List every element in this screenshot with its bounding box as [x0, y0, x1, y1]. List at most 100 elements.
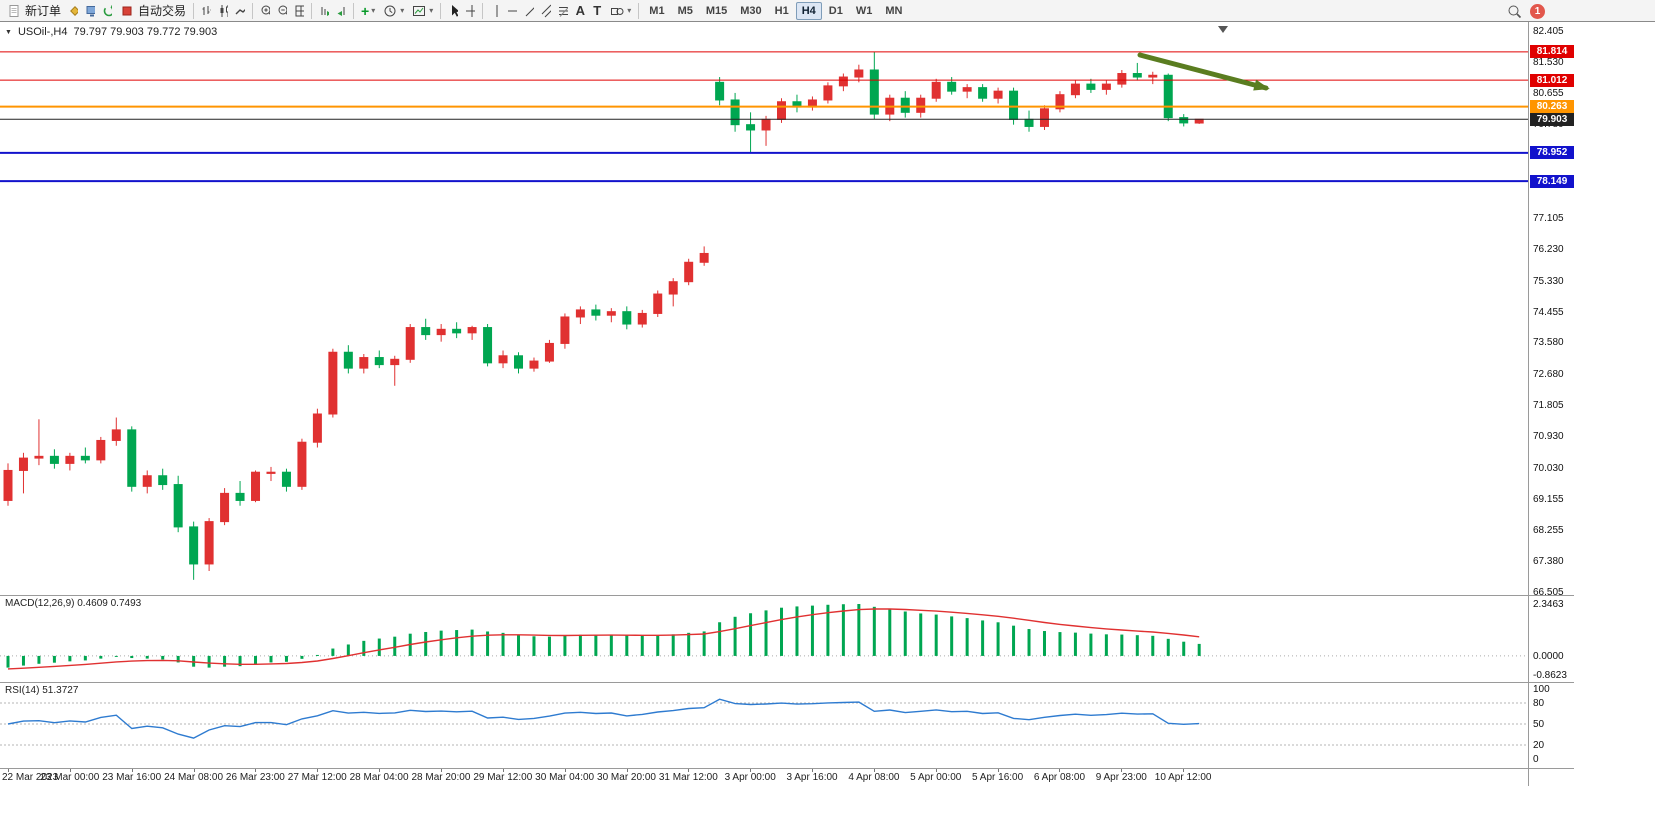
- toolbar-separator: [353, 2, 355, 19]
- candle-body: [251, 471, 261, 501]
- timeframe-m30[interactable]: M30: [740, 4, 762, 17]
- macd-histogram-bar: [331, 648, 335, 656]
- tile-windows-icon[interactable]: [291, 3, 307, 19]
- candlestick-icon[interactable]: [215, 3, 231, 19]
- macd-histogram-bar: [284, 655, 288, 662]
- candle-body: [498, 355, 508, 364]
- shapes-icon: [609, 3, 625, 19]
- periods-button[interactable]: ▾: [379, 1, 407, 21]
- timeframe-m5[interactable]: M5: [677, 4, 693, 17]
- candle-body: [483, 327, 493, 364]
- panel-separator[interactable]: [0, 682, 1574, 683]
- level-price-label: 81.814: [1530, 45, 1574, 59]
- diamond-icon[interactable]: [65, 3, 81, 19]
- macd-histogram-bar: [315, 654, 319, 656]
- macd-histogram-bar: [656, 635, 660, 656]
- macd-indicator-panel[interactable]: MACD(12,26,9) 0.4609 0.7493: [0, 596, 1528, 682]
- macd-histogram-bar: [872, 606, 876, 656]
- time-axis-label: 30 Mar 04:00: [535, 772, 595, 783]
- price-axis-label: 74.455: [1533, 306, 1564, 318]
- chevron-down-icon: ▾: [429, 6, 434, 15]
- ohlc-collapse-icon[interactable]: ▼: [5, 28, 12, 36]
- periods-icon: [382, 3, 398, 19]
- notification-badge[interactable]: 1: [1530, 3, 1545, 19]
- timeframe-d1[interactable]: D1: [828, 4, 843, 17]
- time-axis-label: 30 Mar 20:00: [597, 772, 656, 783]
- fibonacci-icon[interactable]: [555, 3, 571, 19]
- trendline-icon[interactable]: [521, 3, 537, 19]
- time-axis-tick: [626, 768, 628, 772]
- macd-histogram-bar: [640, 635, 644, 656]
- panel-separator[interactable]: [0, 595, 1574, 596]
- macd-histogram-bar: [594, 634, 598, 656]
- macd-histogram-bar: [1089, 633, 1093, 656]
- cursor-icon[interactable]: [445, 3, 461, 19]
- candle-body: [235, 492, 245, 501]
- macd-histogram-bar: [439, 630, 443, 656]
- auto-scroll-icon[interactable]: [316, 3, 332, 19]
- candle-body: [328, 351, 338, 415]
- candle-body: [838, 76, 848, 87]
- macd-histogram-bar: [1104, 634, 1108, 656]
- vertical-line-icon[interactable]: [487, 3, 503, 19]
- horizontal-line-icon[interactable]: [504, 3, 520, 19]
- label-icon[interactable]: T: [593, 3, 602, 18]
- price-chart-panel[interactable]: ▼ USOil-,H4 79.797 79.903 79.772 79.903: [0, 22, 1528, 595]
- bar-chart-icon[interactable]: [198, 3, 214, 19]
- monitor-icon[interactable]: [82, 3, 98, 19]
- text-icon[interactable]: A: [575, 3, 585, 18]
- timeframe-mn[interactable]: MN: [885, 4, 903, 17]
- timeframe-m1[interactable]: M1: [649, 4, 665, 17]
- auto-trading-button[interactable]: 自动交易: [116, 1, 189, 21]
- candle-body: [1132, 73, 1142, 78]
- chart-shift-icon[interactable]: [333, 3, 349, 19]
- search-icon[interactable]: [1506, 3, 1522, 19]
- price-axis-label: 77.105: [1533, 213, 1564, 224]
- templates-button[interactable]: ▾: [408, 1, 436, 21]
- macd-histogram-bar: [1058, 632, 1062, 656]
- candle-body: [947, 81, 957, 92]
- zoom-in-icon[interactable]: [257, 3, 273, 19]
- time-axis-tick: [8, 768, 9, 772]
- macd-histogram-bar: [826, 604, 830, 656]
- price-axis-label: 80.655: [1533, 87, 1564, 99]
- price-scale[interactable]: 82.40581.53080.65579.78078.90578.03077.1…: [1528, 22, 1574, 786]
- macd-histogram-bar: [1197, 643, 1201, 656]
- line-chart-icon[interactable]: [232, 3, 248, 19]
- candle-body: [1117, 73, 1127, 85]
- sync-icon[interactable]: [99, 3, 115, 19]
- candle-body: [189, 526, 199, 565]
- candle-body: [699, 252, 709, 263]
- timeframe-h1[interactable]: H1: [774, 4, 789, 17]
- macd-histogram-bar: [207, 655, 211, 668]
- timeframe-m15[interactable]: M15: [705, 4, 728, 17]
- candle-body: [343, 351, 353, 369]
- rsi-indicator-panel[interactable]: RSI(14) 51.3727: [0, 683, 1528, 768]
- trend-arrow[interactable]: [1137, 52, 1269, 91]
- channel-icon[interactable]: [538, 3, 554, 19]
- candle-body: [962, 87, 972, 92]
- candle-body: [421, 327, 431, 336]
- time-axis[interactable]: 22 Mar 2023 23 Mar 00:00 23 Mar 16:00 24 Ma…: [0, 768, 1528, 786]
- new-order-button[interactable]: 新订单: [3, 1, 64, 21]
- macd-signal-line: [7, 608, 1200, 670]
- candle-body: [591, 309, 601, 316]
- macd-histogram-bar: [1120, 634, 1124, 656]
- chart-header: ▼ USOil-,H4 79.797 79.903 79.772 79.903: [5, 26, 217, 38]
- indicators-button[interactable]: + ▾: [358, 1, 378, 21]
- candle-body: [993, 90, 1003, 99]
- macd-histogram-bar: [1012, 625, 1016, 656]
- crosshair-icon[interactable]: [462, 3, 478, 19]
- price-axis-label: 72.680: [1533, 369, 1564, 381]
- timeframe-w1[interactable]: W1: [855, 4, 873, 17]
- chevron-down-icon: ▾: [371, 6, 376, 15]
- timeframe-h4[interactable]: H4: [795, 1, 822, 20]
- toolbar: 新订单 自动交易 + ▾: [0, 0, 1655, 22]
- current-price-label: 79.903: [1530, 112, 1574, 126]
- macd-histogram-bar: [223, 655, 227, 667]
- new-order-label: 新订单: [25, 4, 62, 18]
- zoom-out-icon[interactable]: [274, 3, 290, 19]
- candle-body: [359, 357, 369, 369]
- indicators-icon: +: [361, 2, 370, 19]
- shapes-button[interactable]: ▾: [606, 1, 634, 21]
